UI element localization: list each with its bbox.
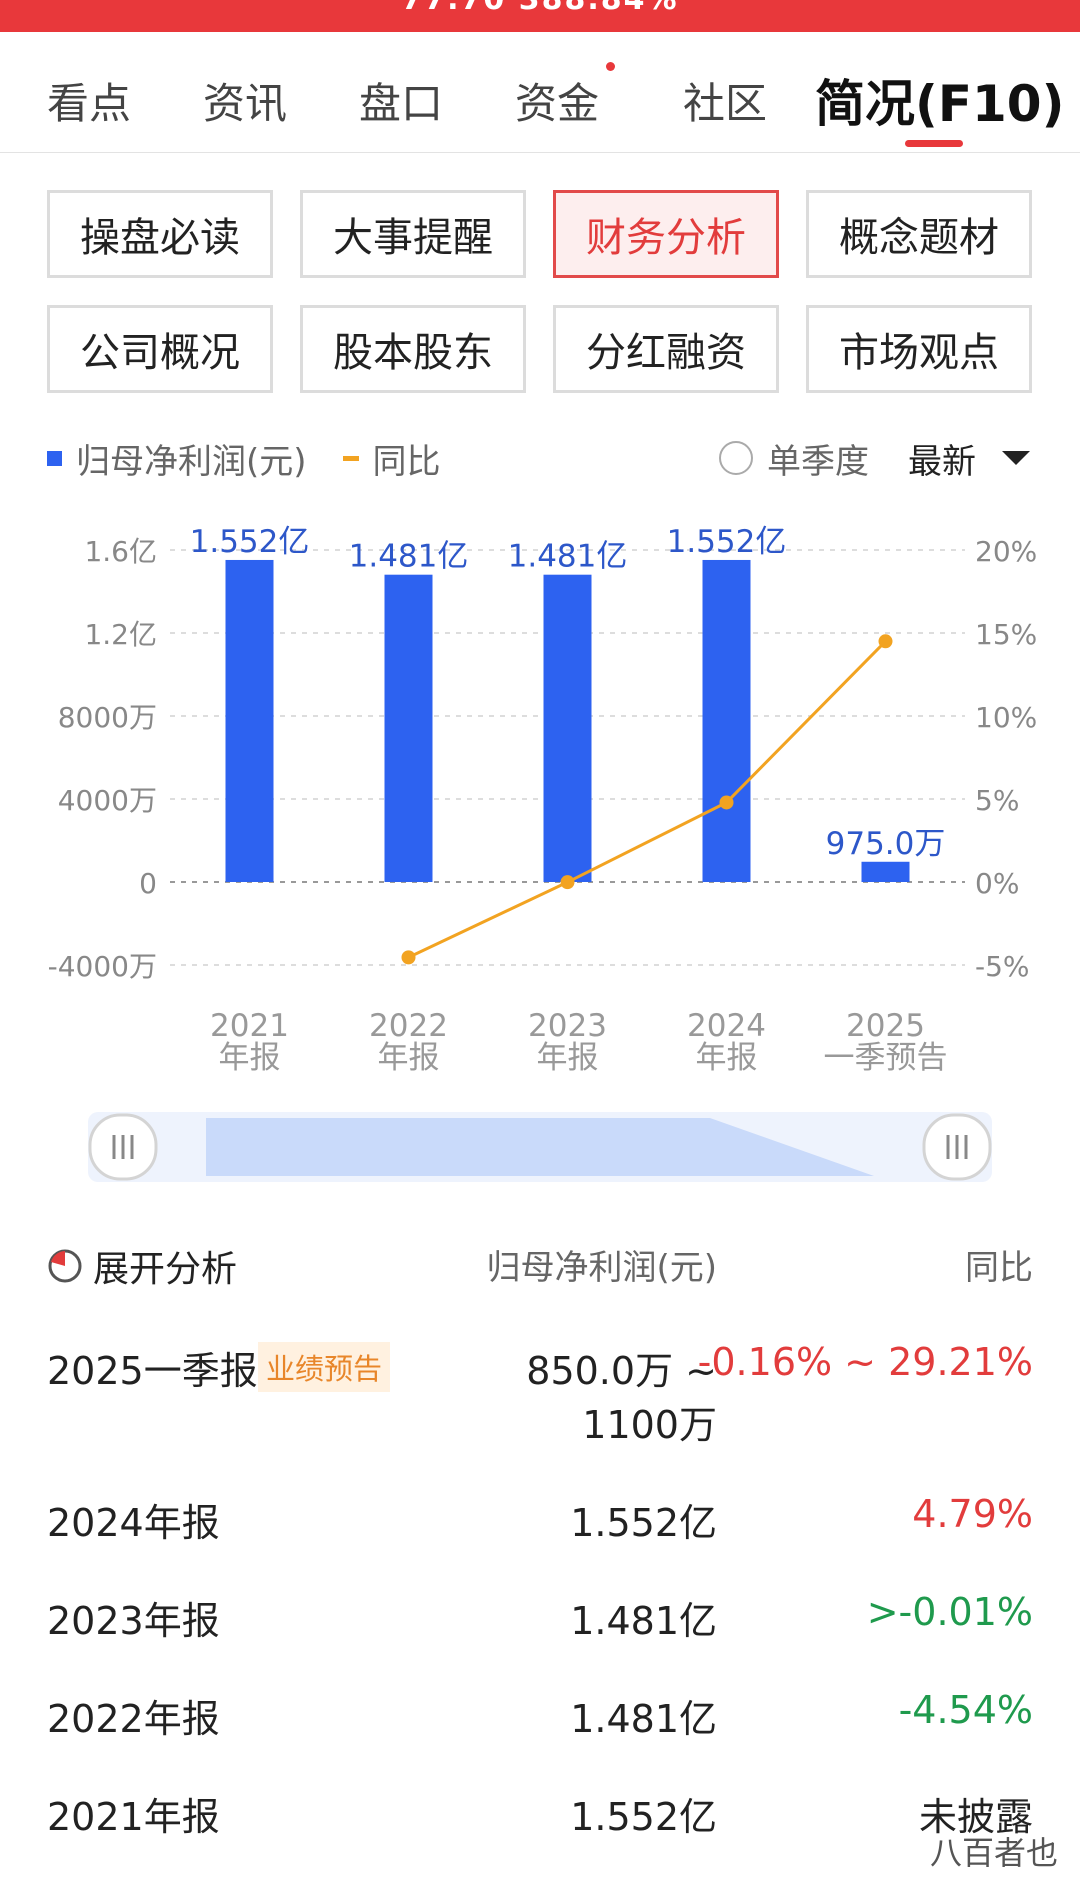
tab-highlights[interactable]: 看点 — [47, 79, 132, 128]
expand-analysis[interactable]: 展开分析 — [47, 1240, 237, 1292]
range-slider[interactable] — [88, 1112, 992, 1182]
y-axis-left-tick: 1.2亿 — [84, 618, 157, 651]
y-axis-right-tick: -5% — [975, 950, 1030, 983]
row-label-2022: 2022年报 — [47, 1697, 220, 1741]
legend-yoy: 同比 — [372, 441, 441, 482]
row-label-2023: 2023年报 — [47, 1599, 220, 1643]
tab-order-book[interactable]: 盘口 — [359, 79, 444, 128]
y-axis-left-tick: 0 — [139, 867, 157, 900]
row-value-2024: 1.552亿 — [570, 1501, 717, 1545]
tab-news[interactable]: 资讯 — [203, 79, 288, 128]
period-dropdown-label: 最新 — [908, 441, 976, 482]
column-yoy: 同比 — [965, 1248, 1033, 1288]
btn-financial-analysis[interactable]: 财务分析 — [553, 190, 779, 278]
radio-icon[interactable] — [719, 441, 753, 475]
row-yoy-2023: >-0.01% — [866, 1590, 1033, 1634]
bar — [225, 559, 274, 882]
y-axis-right-tick: 15% — [975, 618, 1037, 651]
btn-shareholders[interactable]: 股本股东 — [300, 305, 526, 393]
x-axis-tick: 年报 — [537, 1040, 599, 1076]
btn-event-reminders[interactable]: 大事提醒 — [300, 190, 526, 278]
yoy-point — [401, 950, 416, 965]
y-axis-left-tick: 4000万 — [58, 784, 157, 817]
quarterly-label: 单季度 — [767, 441, 869, 482]
y-axis-left-tick: -4000万 — [48, 950, 157, 983]
bar-value-label: 1.481亿 — [508, 539, 628, 575]
price-strip-text: 77.70 388.84% — [401, 0, 678, 17]
slider-right-handle[interactable] — [922, 1113, 992, 1181]
yoy-point — [878, 634, 893, 649]
btn-dividends-financing[interactable]: 分红融资 — [553, 305, 779, 393]
row-value-2023: 1.481亿 — [570, 1599, 717, 1643]
bar-value-label: 1.552亿 — [190, 524, 310, 560]
tab-community[interactable]: 社区 — [683, 79, 768, 128]
row-yoy-2022: -4.54% — [898, 1688, 1033, 1732]
bar-value-label: 1.481亿 — [349, 539, 469, 575]
y-axis-right-tick: 20% — [975, 535, 1037, 568]
bar — [543, 574, 592, 882]
x-axis-tick: 2023 — [528, 1008, 607, 1044]
price-strip: 77.70 388.84% — [0, 0, 1080, 32]
row-value-2021: 1.552亿 — [570, 1795, 717, 1839]
y-axis-right-tick: 0% — [975, 867, 1019, 900]
period-dropdown[interactable]: 最新 — [908, 438, 1030, 482]
y-axis-left-tick: 8000万 — [58, 701, 157, 734]
row-yoy-2021: 未披露 — [918, 1795, 1033, 1839]
btn-concepts[interactable]: 概念题材 — [806, 190, 1032, 278]
main-tab-bar: 看点 资讯 盘口 资金 社区 简况(F10) — [0, 32, 1080, 153]
forecast-badge: 业绩预告 — [258, 1342, 391, 1392]
quarterly-toggle[interactable]: 单季度 — [719, 438, 869, 482]
bar-value-label: 975.0万 — [826, 826, 946, 862]
x-axis-tick: 年报 — [219, 1040, 281, 1076]
row-label-2024: 2024年报 — [47, 1501, 220, 1545]
x-axis-tick: 2025 — [846, 1008, 925, 1044]
column-net-profit: 归母净利润(元) — [486, 1248, 717, 1288]
x-axis-tick: 2021 — [210, 1008, 289, 1044]
tab-funds-notify-dot — [606, 62, 615, 71]
tab-f10-overview[interactable]: 简况(F10) — [815, 75, 1065, 133]
chevron-down-icon — [1002, 451, 1030, 465]
row-yoy-2024: 4.79% — [912, 1492, 1033, 1536]
chart-legend: 归母净利润(元) 同比 — [47, 438, 441, 482]
bar — [861, 861, 910, 882]
bar-value-label: 1.552亿 — [667, 524, 787, 560]
row-value-2025q1-line1: 850.0万 ~ — [526, 1349, 717, 1393]
x-axis-tick: 2024 — [687, 1008, 766, 1044]
legend-net-profit: 归母净利润(元) — [76, 441, 307, 482]
btn-trading-guide[interactable]: 操盘必读 — [47, 190, 273, 278]
tab-funds[interactable]: 资金 — [515, 79, 600, 128]
y-axis-right-tick: 5% — [975, 784, 1019, 817]
bar — [384, 574, 433, 882]
legend-bar-swatch — [47, 450, 62, 466]
row-value-2025q1-line2: 1100万 — [582, 1403, 717, 1447]
slider-left-handle[interactable] — [88, 1113, 158, 1181]
x-axis-tick: 一季预告 — [824, 1040, 948, 1076]
yoy-point — [560, 875, 575, 890]
row-label-2021: 2021年报 — [47, 1795, 220, 1839]
profit-chart: 1.552亿 1.481亿 1.481亿 1.552亿 975.0万 1.6亿 1.2亿 8… — [48, 524, 1038, 1076]
btn-market-views[interactable]: 市场观点 — [806, 305, 1032, 393]
y-axis-left-tick: 1.6亿 — [84, 535, 157, 568]
row-label-2025q1: 2025一季报 — [47, 1349, 258, 1393]
expand-analysis-label: 展开分析 — [93, 1249, 238, 1290]
x-axis-tick: 年报 — [378, 1040, 440, 1076]
watermark: 八百者也 — [929, 1834, 1058, 1872]
row-value-2022: 1.481亿 — [570, 1697, 717, 1741]
btn-company-profile[interactable]: 公司概况 — [47, 305, 273, 393]
legend-line-swatch — [342, 455, 359, 461]
x-axis-tick: 2022 — [369, 1008, 448, 1044]
pie-chart-icon — [48, 1249, 82, 1283]
y-axis-right-tick: 10% — [975, 701, 1037, 734]
yoy-point — [719, 795, 734, 810]
yoy-line — [407, 640, 887, 959]
bar — [702, 559, 751, 882]
active-tab-indicator — [905, 140, 963, 147]
x-axis-tick: 年报 — [696, 1040, 758, 1076]
row-yoy-2025q1: -0.16% ~ 29.21% — [697, 1340, 1033, 1384]
